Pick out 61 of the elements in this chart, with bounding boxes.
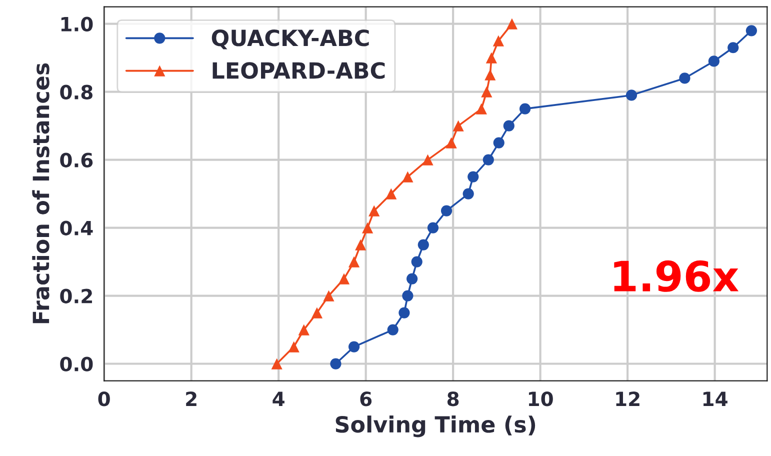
point bbox=[506, 18, 518, 30]
point bbox=[468, 171, 479, 182]
point bbox=[402, 290, 414, 302]
y-axis-title: Fraction of Instances bbox=[32, 63, 50, 324]
annotation: 1.96x bbox=[614, 260, 739, 292]
point bbox=[418, 239, 429, 250]
point bbox=[355, 239, 366, 250]
point bbox=[462, 188, 474, 200]
point bbox=[746, 25, 757, 36]
y-tick-label: 0.0 bbox=[60, 356, 93, 372]
point bbox=[398, 307, 410, 318]
x-tick-label: 14 bbox=[703, 392, 728, 406]
point bbox=[708, 56, 720, 67]
point bbox=[330, 358, 342, 370]
point bbox=[348, 256, 360, 268]
point bbox=[368, 205, 380, 216]
legend-label: QUACKY-ABC bbox=[212, 29, 369, 50]
point bbox=[387, 324, 398, 336]
point bbox=[493, 137, 504, 148]
point bbox=[481, 86, 492, 98]
y-tick-label: 0.4 bbox=[60, 220, 93, 236]
point bbox=[679, 72, 690, 84]
point bbox=[402, 171, 414, 182]
point bbox=[476, 103, 487, 114]
x-tick-label: 4 bbox=[272, 392, 284, 406]
x-tick-label: 0 bbox=[98, 392, 110, 406]
point bbox=[452, 120, 464, 132]
point bbox=[406, 273, 418, 284]
point bbox=[311, 307, 323, 318]
point bbox=[503, 120, 514, 132]
y-tick-label: 0.6 bbox=[60, 152, 93, 168]
y-tick-label: 1.0 bbox=[61, 16, 93, 32]
point bbox=[386, 188, 397, 200]
point bbox=[338, 273, 350, 284]
x-tick-label: 2 bbox=[186, 392, 196, 406]
point bbox=[492, 35, 504, 46]
point bbox=[348, 341, 360, 352]
x-tick-label: 8 bbox=[447, 392, 459, 406]
point bbox=[440, 205, 452, 216]
point bbox=[411, 256, 422, 268]
x-tick-label: 10 bbox=[528, 392, 553, 406]
x-tick-label: 12 bbox=[616, 392, 640, 406]
point bbox=[484, 69, 496, 80]
point bbox=[271, 358, 282, 370]
y-tick-label: 0.8 bbox=[60, 84, 92, 100]
y-tick-label: 0.2 bbox=[60, 288, 92, 304]
point bbox=[446, 137, 457, 148]
point bbox=[626, 90, 638, 101]
point bbox=[728, 42, 739, 54]
point bbox=[298, 324, 310, 336]
point bbox=[288, 341, 300, 352]
point bbox=[362, 222, 374, 234]
x-tick-label: 6 bbox=[360, 392, 372, 406]
legend-label: LEOPARD-ABC bbox=[212, 62, 385, 79]
point bbox=[519, 103, 531, 114]
x-axis-title: Solving Time (s) bbox=[336, 416, 536, 438]
point bbox=[422, 154, 434, 166]
point bbox=[427, 222, 439, 234]
point bbox=[486, 52, 498, 64]
point bbox=[323, 290, 334, 302]
point bbox=[482, 154, 494, 166]
